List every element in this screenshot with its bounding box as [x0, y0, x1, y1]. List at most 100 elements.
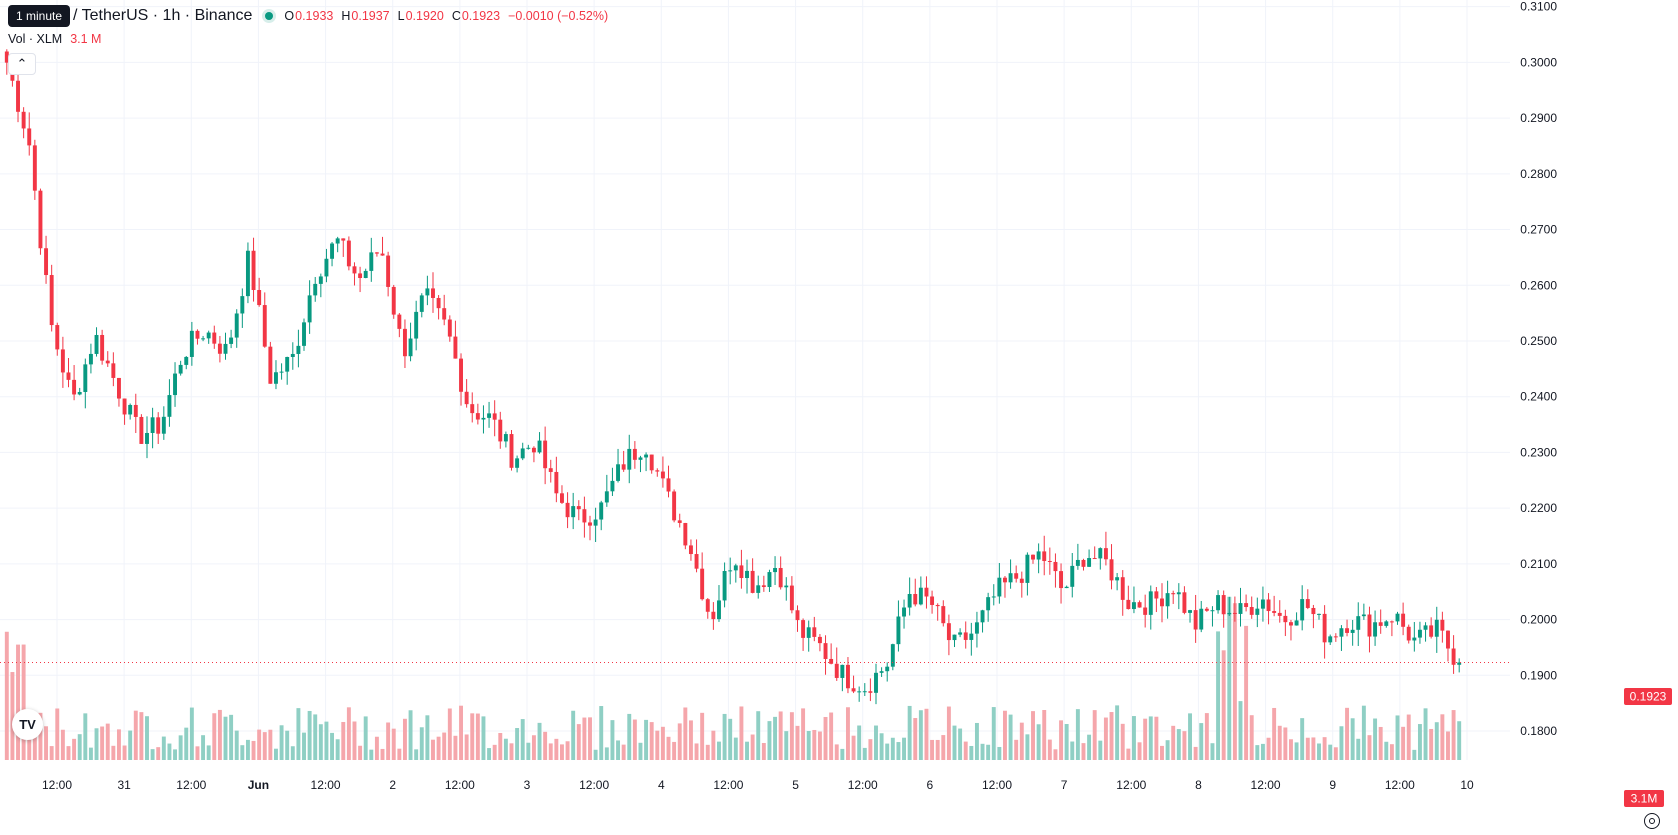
volume-value: 3.1 M	[70, 32, 102, 46]
candle-body	[795, 610, 800, 621]
candle-body	[1176, 592, 1181, 595]
volume-bar	[447, 708, 452, 760]
volume-bar	[576, 724, 581, 760]
volume-bar	[851, 735, 856, 760]
volume-bar	[391, 728, 396, 760]
volume-bar	[313, 714, 318, 760]
volume-bar	[100, 726, 105, 760]
candle-body	[1019, 578, 1024, 583]
candle-body	[414, 311, 419, 339]
volume-bar	[55, 708, 60, 760]
y-tick-label: 0.2000	[1520, 613, 1557, 627]
collapse-legend-button[interactable]: ⌃	[8, 53, 36, 75]
volume-bar	[358, 745, 363, 760]
ohlc-open: O0.1933	[284, 9, 334, 23]
volume-bar	[627, 713, 632, 760]
volume-bar	[1384, 741, 1389, 760]
volume-bar	[644, 719, 649, 760]
candle-body	[55, 325, 60, 350]
volume-bar	[72, 738, 77, 760]
volume-bar	[1182, 731, 1187, 760]
candle-body	[812, 627, 817, 637]
candle-body	[1070, 565, 1075, 587]
volume-bar	[1300, 718, 1305, 760]
tradingview-logo[interactable]: TV	[12, 709, 43, 740]
candle-body	[610, 480, 615, 492]
volume-bar	[94, 728, 99, 760]
candle-body	[913, 593, 918, 605]
candle-body	[874, 672, 878, 693]
volume-bar	[128, 730, 133, 760]
symbol-title[interactable]: / TetherUS · 1h · Binance	[73, 7, 253, 24]
candle-body	[1137, 602, 1142, 608]
candle-body	[116, 377, 121, 399]
candle-body	[1003, 577, 1007, 583]
volume-bar	[1440, 714, 1445, 760]
volume-bar	[1193, 746, 1198, 760]
volume-bar	[1176, 729, 1181, 760]
candle-body	[487, 413, 492, 418]
volume-bar	[386, 722, 391, 760]
candle-body	[380, 253, 385, 256]
market-status-icon[interactable]	[262, 9, 277, 23]
candle-body	[240, 296, 245, 314]
volume-bar	[789, 712, 794, 760]
volume-bar	[874, 725, 878, 760]
volume-bar	[958, 728, 963, 760]
volume-bar	[700, 712, 705, 760]
candle-body	[1361, 614, 1366, 617]
x-tick-label: 6	[927, 778, 934, 792]
volume-bar	[1378, 726, 1383, 760]
volume-bar	[1115, 705, 1120, 760]
candle-body	[1025, 554, 1030, 583]
y-tick-label: 0.1800	[1520, 724, 1557, 738]
candle-body	[1429, 625, 1434, 637]
candle-body	[206, 332, 211, 339]
candle-body	[834, 663, 839, 678]
volume-bar	[49, 746, 54, 760]
volume-bar	[1266, 737, 1271, 760]
candle-body	[1193, 610, 1198, 630]
volume-bar	[1165, 740, 1170, 760]
candle-body	[442, 308, 447, 320]
volume-bar	[531, 735, 536, 760]
candle-body	[217, 343, 222, 354]
volume-bar	[1154, 716, 1159, 760]
candle-body	[1272, 611, 1277, 613]
candle-body	[1221, 595, 1226, 615]
volume-bar	[711, 730, 716, 760]
volume-bar	[352, 721, 357, 760]
candle-body	[1143, 607, 1148, 615]
volume-bar	[66, 746, 71, 760]
volume-bar	[688, 720, 693, 760]
volume-bar	[1171, 725, 1176, 760]
volume-bar	[459, 705, 463, 760]
y-tick-label: 0.2900	[1520, 111, 1557, 125]
volume-bar	[335, 739, 340, 760]
candle-body	[560, 493, 564, 503]
candle-body	[952, 634, 957, 641]
candle-body	[728, 570, 733, 572]
volume-bar	[318, 724, 323, 760]
candle-body	[588, 522, 592, 526]
volume-bar	[1345, 707, 1350, 760]
candle-body	[1109, 559, 1114, 581]
volume-bar	[1036, 724, 1041, 760]
x-tick-label: 8	[1195, 778, 1202, 792]
candle-body	[257, 290, 262, 306]
candle-body	[296, 345, 301, 354]
volume-bar	[245, 739, 250, 760]
volume-bar	[195, 746, 200, 760]
gear-icon[interactable]	[1644, 813, 1660, 829]
x-tick-label: 12:00	[176, 778, 206, 792]
candle-body	[498, 419, 503, 442]
volume-bar	[274, 748, 278, 760]
volume-legend[interactable]: Vol · XLM 3.1 M	[8, 32, 101, 46]
volume-bar	[722, 713, 727, 760]
candle-body	[386, 255, 391, 287]
candle-body	[890, 644, 895, 667]
x-tick-label: 2	[389, 778, 396, 792]
volume-bar	[408, 710, 413, 760]
volume-bar	[655, 730, 660, 760]
